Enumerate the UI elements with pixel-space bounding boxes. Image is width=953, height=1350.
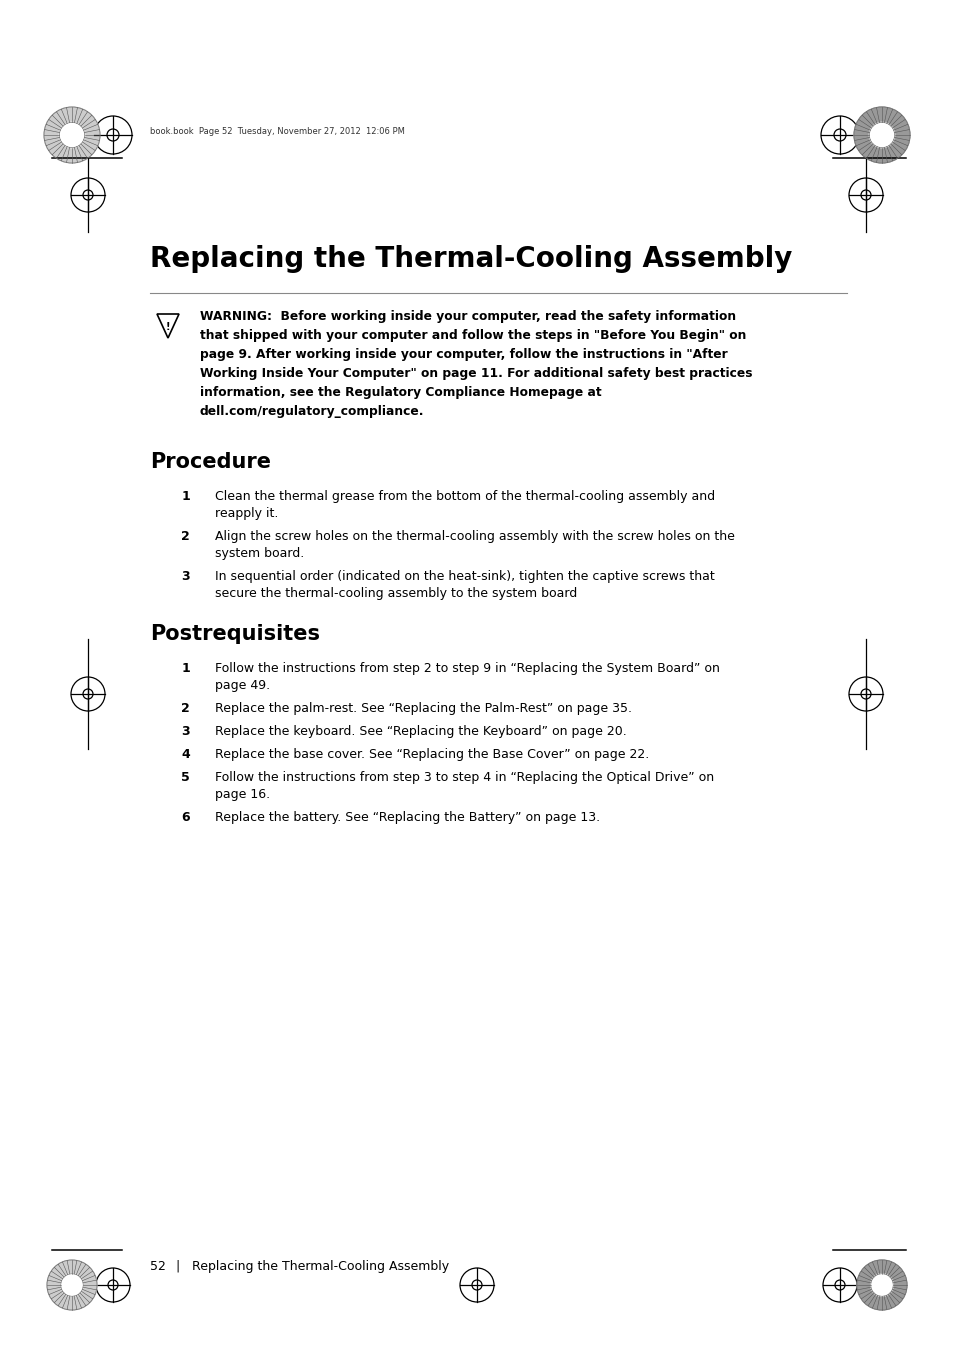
Text: 52: 52 xyxy=(150,1260,166,1273)
Text: information, see the Regulatory Compliance Homepage at: information, see the Regulatory Complian… xyxy=(200,386,601,400)
Text: Clean the thermal grease from the bottom of the thermal-cooling assembly and: Clean the thermal grease from the bottom… xyxy=(214,490,715,504)
Text: Replace the battery. See “Replacing the Battery” on page 13.: Replace the battery. See “Replacing the … xyxy=(214,811,599,824)
Text: In sequential order (indicated on the heat-sink), tighten the captive screws tha: In sequential order (indicated on the he… xyxy=(214,570,714,583)
Text: 6: 6 xyxy=(181,811,190,824)
Text: that shipped with your computer and follow the steps in "Before You Begin" on: that shipped with your computer and foll… xyxy=(200,329,745,342)
Text: dell.com/regulatory_compliance.: dell.com/regulatory_compliance. xyxy=(200,405,424,418)
Text: page 49.: page 49. xyxy=(214,679,270,693)
Text: WARNING:  Before working inside your computer, read the safety information: WARNING: Before working inside your comp… xyxy=(200,310,736,323)
Text: 5: 5 xyxy=(181,771,190,784)
Text: Procedure: Procedure xyxy=(150,452,271,472)
Text: Replacing the Thermal-Cooling Assembly: Replacing the Thermal-Cooling Assembly xyxy=(192,1260,449,1273)
Text: Replacing the Thermal-Cooling Assembly: Replacing the Thermal-Cooling Assembly xyxy=(150,244,792,273)
Text: 1: 1 xyxy=(181,662,190,675)
Text: Replace the keyboard. See “Replacing the Keyboard” on page 20.: Replace the keyboard. See “Replacing the… xyxy=(214,725,626,738)
Circle shape xyxy=(868,123,894,147)
Text: secure the thermal-cooling assembly to the system board: secure the thermal-cooling assembly to t… xyxy=(214,587,577,599)
Text: Postrequisites: Postrequisites xyxy=(150,624,319,644)
Circle shape xyxy=(47,1260,97,1310)
Text: reapply it.: reapply it. xyxy=(214,508,278,520)
Text: Working Inside Your Computer" on page 11. For additional safety best practices: Working Inside Your Computer" on page 11… xyxy=(200,367,752,379)
Text: page 16.: page 16. xyxy=(214,788,270,801)
Text: page 9. After working inside your computer, follow the instructions in "After: page 9. After working inside your comput… xyxy=(200,348,727,360)
Text: Align the screw holes on the thermal-cooling assembly with the screw holes on th: Align the screw holes on the thermal-coo… xyxy=(214,531,734,543)
Text: Follow the instructions from step 3 to step 4 in “Replacing the Optical Drive” o: Follow the instructions from step 3 to s… xyxy=(214,771,714,784)
Text: Replace the base cover. See “Replacing the Base Cover” on page 22.: Replace the base cover. See “Replacing t… xyxy=(214,748,649,761)
Text: 1: 1 xyxy=(181,490,190,504)
Circle shape xyxy=(856,1260,906,1310)
Text: 4: 4 xyxy=(181,748,190,761)
Circle shape xyxy=(61,1274,83,1296)
Text: 3: 3 xyxy=(181,570,190,583)
Circle shape xyxy=(853,107,909,163)
Text: Follow the instructions from step 2 to step 9 in “Replacing the System Board” on: Follow the instructions from step 2 to s… xyxy=(214,662,720,675)
Text: 2: 2 xyxy=(181,702,190,716)
Text: 2: 2 xyxy=(181,531,190,543)
Text: |: | xyxy=(174,1260,179,1273)
Text: book.book  Page 52  Tuesday, November 27, 2012  12:06 PM: book.book Page 52 Tuesday, November 27, … xyxy=(150,127,404,135)
Text: 3: 3 xyxy=(181,725,190,738)
Text: system board.: system board. xyxy=(214,547,304,560)
Circle shape xyxy=(59,123,85,147)
Text: Replace the palm-rest. See “Replacing the Palm-Rest” on page 35.: Replace the palm-rest. See “Replacing th… xyxy=(214,702,631,716)
Circle shape xyxy=(44,107,100,163)
Circle shape xyxy=(870,1274,892,1296)
Text: !: ! xyxy=(166,323,170,332)
